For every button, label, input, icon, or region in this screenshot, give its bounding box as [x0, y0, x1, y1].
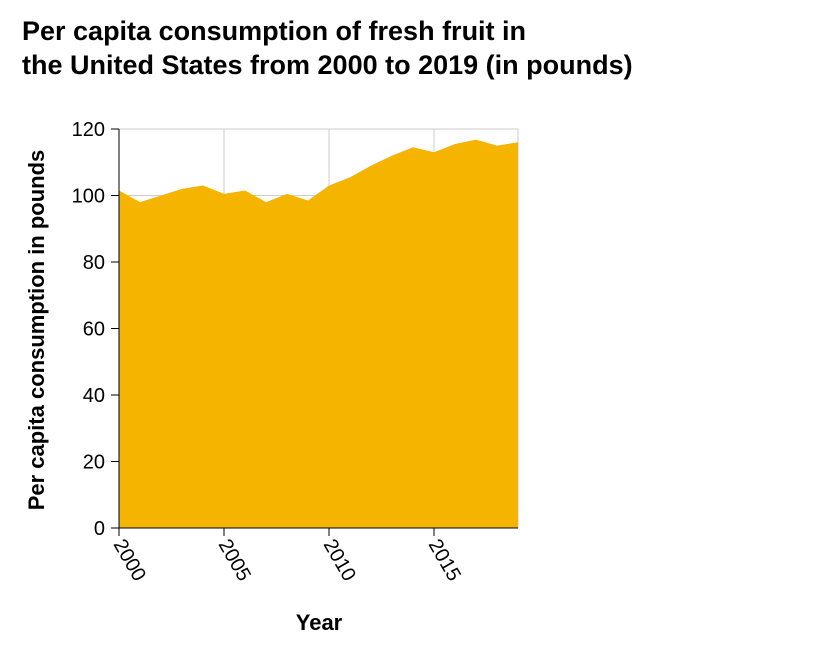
y-tick-label: 40	[83, 385, 105, 407]
x-tick-label: 2010	[319, 536, 360, 586]
x-tick-label: 2000	[109, 536, 150, 586]
chart-title-line-2: the United States from 2000 to 2019 (in …	[22, 50, 633, 80]
y-tick-label: 100	[72, 186, 105, 208]
chart-title: Per capita consumption of fresh fruit in…	[22, 14, 812, 82]
y-tick-label: 20	[83, 452, 105, 474]
y-tick-label: 120	[72, 119, 105, 141]
y-axis-ticks: 0 20 40 60 80 100 120	[72, 119, 119, 540]
x-tick-label: 2015	[424, 536, 465, 586]
area-series	[119, 139, 518, 528]
x-axis-ticks: 2000 2005 2010 2015	[109, 528, 465, 585]
y-tick-label: 0	[94, 518, 105, 540]
chart-title-line-1: Per capita consumption of fresh fruit in	[22, 16, 527, 46]
x-axis-title: Year	[296, 610, 343, 635]
x-tick-label: 2005	[214, 536, 255, 586]
y-tick-label: 80	[83, 252, 105, 274]
y-tick-label: 60	[83, 319, 105, 341]
y-axis-title: Per capita consumption in pounds	[24, 150, 49, 511]
